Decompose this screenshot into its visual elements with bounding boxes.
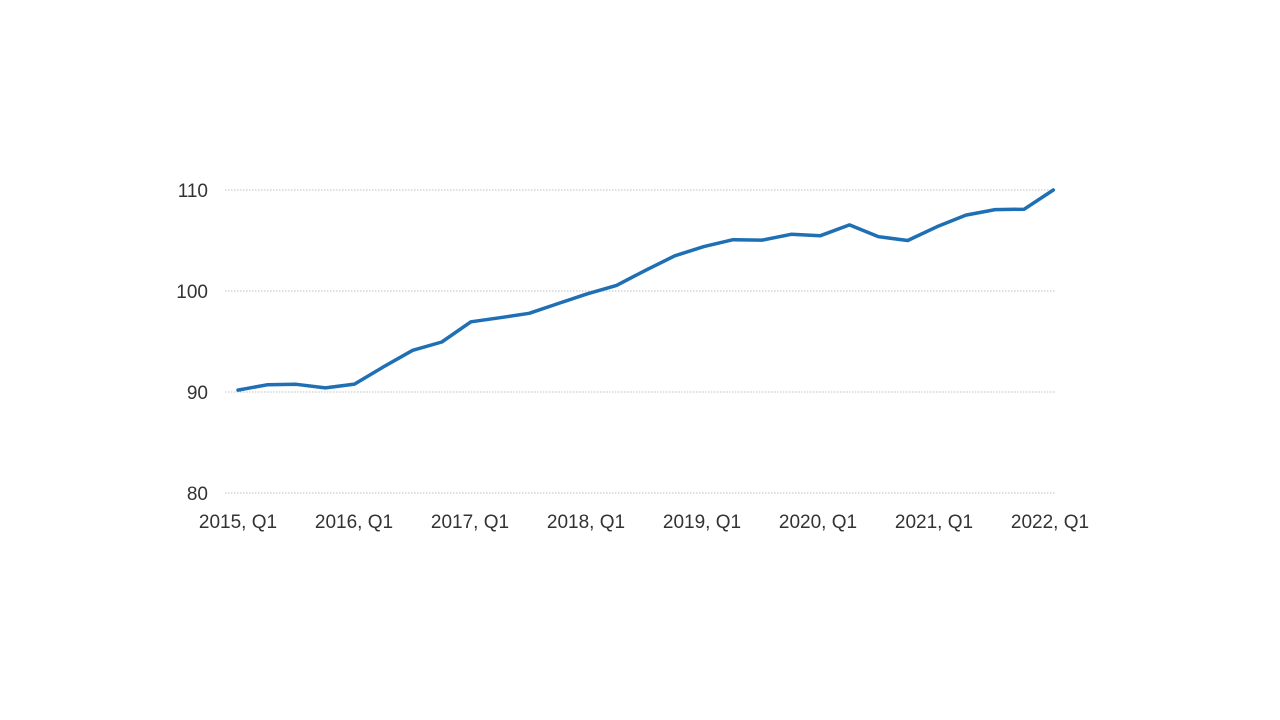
svg-text:2020, Q1: 2020, Q1 [779,512,857,533]
svg-text:2019, Q1: 2019, Q1 [663,512,741,533]
svg-text:90: 90 [187,383,208,404]
svg-text:80: 80 [187,484,208,505]
svg-text:2017, Q1: 2017, Q1 [431,512,509,533]
svg-text:100: 100 [176,282,208,303]
svg-text:110: 110 [178,181,208,202]
svg-text:2021, Q1: 2021, Q1 [895,512,973,533]
svg-text:2018, Q1: 2018, Q1 [547,512,625,533]
svg-text:2016, Q1: 2016, Q1 [315,512,393,533]
svg-text:2022, Q1: 2022, Q1 [1011,512,1089,533]
svg-text:2015, Q1: 2015, Q1 [199,512,277,533]
